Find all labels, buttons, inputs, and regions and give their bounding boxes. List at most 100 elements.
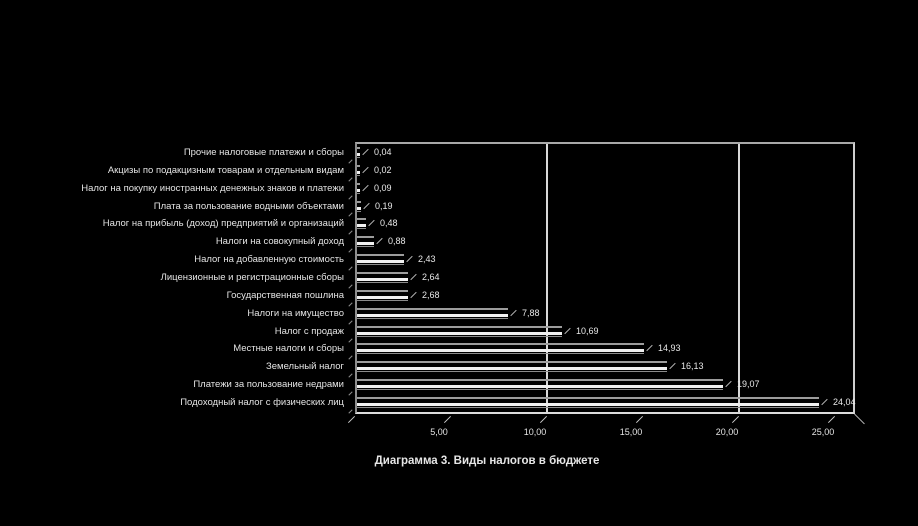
- category-label: Плата за пользование водными объектами: [153, 200, 344, 212]
- bar-end-tick: [646, 345, 653, 352]
- y-axis-tick-mark: [348, 159, 353, 164]
- bar-end-tick: [725, 381, 732, 388]
- bar-end-tick: [821, 398, 828, 406]
- bar-top-stripe: [357, 164, 360, 167]
- bar-end-tick: [669, 363, 676, 370]
- bar-row: 19,07: [357, 376, 853, 394]
- bar-face-stripe: [357, 403, 819, 407]
- x-axis-tick-mark: [539, 415, 548, 424]
- bar-row: 10,69: [357, 323, 853, 341]
- bar: [357, 146, 360, 158]
- bar: [357, 254, 404, 266]
- category-label: Налоги на имущество: [247, 307, 344, 319]
- gridline: [738, 144, 740, 412]
- bar-base-stripe: [357, 389, 723, 391]
- bar-value-label: 19,07: [737, 379, 760, 390]
- bar-face-stripe: [357, 385, 723, 389]
- bar-end-tick: [363, 202, 370, 209]
- bar: [357, 164, 360, 176]
- bar-row: 0,04: [357, 144, 853, 162]
- bar-face-stripe: [357, 349, 644, 353]
- bar-top-stripe: [357, 236, 374, 239]
- gridline: [546, 144, 548, 412]
- bar: [357, 379, 723, 391]
- bar: [357, 236, 374, 248]
- bar-row: 0,19: [357, 198, 853, 216]
- bar-top-stripe: [357, 379, 723, 382]
- category-label: Налог с продаж: [274, 325, 344, 337]
- bar-top-stripe: [357, 200, 361, 203]
- bar-base-stripe: [357, 371, 667, 373]
- bar-face-stripe: [357, 260, 404, 264]
- bar: [357, 325, 562, 337]
- y-axis-tick-mark: [348, 284, 353, 289]
- bar-end-tick: [376, 238, 383, 245]
- y-axis-tick-mark: [348, 391, 353, 396]
- bar-end-tick: [410, 291, 417, 299]
- chart-title: Диаграмма 3. Виды налогов в бюджете: [374, 455, 600, 467]
- bar-face-stripe: [357, 331, 562, 335]
- bar-base-stripe: [357, 156, 360, 158]
- category-label: Акцизы по подакцизным товарам и отдельны…: [107, 164, 344, 176]
- category-label: Налог на добавленную стоимость: [194, 254, 344, 266]
- bar-face-stripe: [357, 170, 360, 174]
- category-label: Земельный налог: [266, 361, 344, 373]
- bar: [357, 343, 644, 355]
- bar-base-stripe: [357, 317, 508, 319]
- x-axis-tick-label: 25,00: [811, 427, 835, 437]
- bar-top-stripe: [357, 218, 366, 221]
- bar-value-label: 24,04: [833, 397, 856, 408]
- bar-face-stripe: [357, 295, 408, 299]
- bar-value-label: 2,64: [422, 271, 440, 282]
- bar-face-stripe: [357, 152, 360, 156]
- bar: [357, 271, 408, 283]
- bar-row: 2,43: [357, 251, 853, 269]
- category-label: Налоги на совокупный доход: [215, 236, 344, 248]
- bar-top-stripe: [357, 289, 408, 292]
- bar-end-tick: [564, 327, 571, 334]
- bar-top-stripe: [357, 146, 360, 149]
- x-axis-tick-mark: [635, 415, 644, 424]
- bar-value-label: 0,19: [375, 200, 393, 211]
- bar-base-stripe: [357, 246, 374, 248]
- bar-base-stripe: [357, 335, 562, 337]
- y-axis-tick-mark: [348, 230, 353, 235]
- bar-row: 7,88: [357, 305, 853, 323]
- y-axis-tick-mark: [348, 337, 353, 343]
- bar-row: 2,68: [357, 287, 853, 305]
- bar-base-stripe: [357, 174, 360, 176]
- bar-face-stripe: [357, 313, 508, 317]
- bar-top-stripe: [357, 397, 819, 400]
- bar-value-label: 2,68: [422, 289, 440, 300]
- bar-end-tick: [362, 166, 369, 173]
- bar-value-label: 10,69: [576, 325, 599, 336]
- bar-row: 2,64: [357, 269, 853, 287]
- bar-base-stripe: [357, 281, 408, 283]
- bar-face-stripe: [357, 188, 360, 192]
- x-axis-tick-label: 5,00: [430, 427, 448, 437]
- y-axis-tick-mark: [348, 355, 353, 361]
- bar-end-tick: [362, 184, 369, 191]
- bar-value-label: 0,88: [388, 236, 406, 247]
- plot-area: 0,04 0,02 0,09 0,19 0,48 0,88 2,43 2,64 2,68 7,88…: [355, 142, 856, 414]
- bar-row: 24,04: [357, 394, 856, 412]
- y-axis-tick-mark: [348, 212, 353, 218]
- bar-base-stripe: [357, 353, 644, 355]
- bar-face-stripe: [357, 242, 374, 246]
- bar-base-stripe: [357, 210, 361, 212]
- bar-value-label: 2,43: [418, 254, 436, 265]
- x-axis-tick-label: 10,00: [523, 427, 547, 437]
- bar-end-tick: [406, 255, 413, 263]
- y-axis-tick-mark: [348, 373, 353, 378]
- category-label: Платежи за пользование недрами: [193, 379, 344, 391]
- bar-end-tick: [410, 273, 417, 281]
- bar-value-label: 0,09: [374, 182, 392, 193]
- bar-top-stripe: [357, 361, 667, 364]
- bar-end-tick: [368, 220, 375, 227]
- bar-top-stripe: [357, 182, 360, 185]
- bar: [357, 182, 360, 194]
- bar-top-stripe: [357, 254, 404, 257]
- category-label: Местные налоги и сборы: [233, 343, 344, 355]
- bar-face-stripe: [357, 206, 361, 210]
- bar-top-stripe: [357, 343, 644, 346]
